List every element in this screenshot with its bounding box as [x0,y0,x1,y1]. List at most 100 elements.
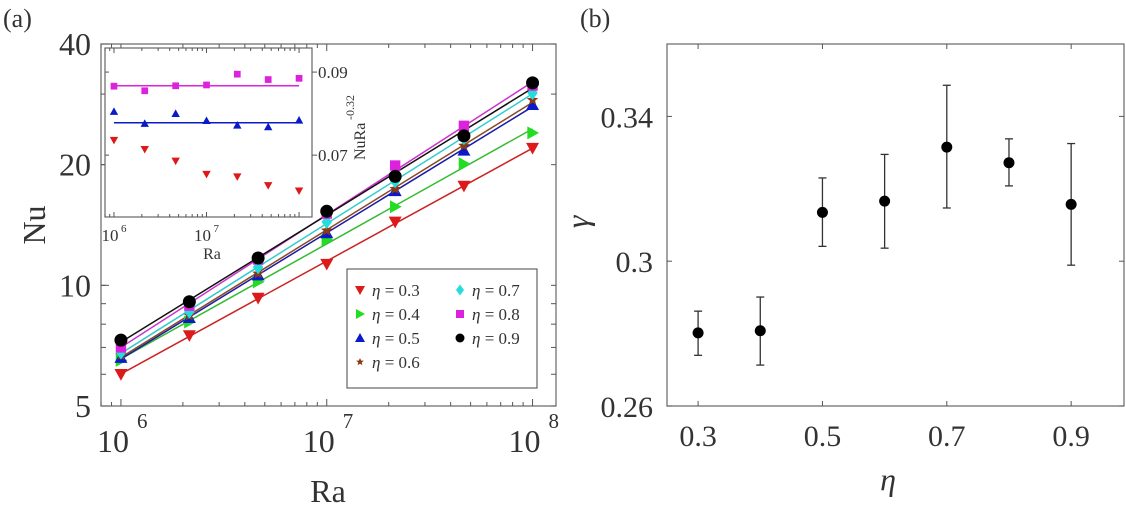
data-point-eta-0.6 [321,224,333,236]
inset-data-point [202,116,211,125]
x-tick-label: 0.9 [1052,420,1090,453]
inset-x-tick-label: 10 [194,226,211,245]
data-point-eta-0.4 [458,157,471,171]
y-tick-label: 0.34 [601,101,654,134]
panel-a-label: (a) [3,4,32,33]
inset-plot-area [109,70,304,196]
x-tick-label: 0.3 [679,420,717,453]
data-point [879,195,891,207]
data-point [1065,198,1077,210]
inset-data-point [202,170,211,179]
inset-data-point [140,119,149,127]
y-tick-label: 0.3 [616,246,654,279]
panel-b-x-axis-label: η [880,461,896,497]
panel-b-y-axis-label: γ [559,214,595,228]
inset-data-point [233,173,242,181]
y-tick-label: 0.26 [601,391,654,424]
data-point-eta-0.9 [251,251,265,265]
data-point-eta-0.4 [527,126,540,140]
inset-data-point [110,82,118,90]
data-point-eta-0.9 [182,295,196,309]
inset-axes-box [104,47,313,218]
legend-marker-eta-0.3 [355,286,365,295]
inset-data-point [294,187,304,196]
data-point-eta-0.3 [388,216,402,229]
data-point-eta-0.3 [182,330,196,342]
inset-data-point [203,81,210,89]
data-point-eta-0.4 [389,200,402,214]
inset-data-point [140,145,149,154]
inset-y-axis-label-base: NuRa [352,123,369,160]
data-point [754,325,766,337]
data-point-eta-0.9 [457,129,471,143]
inset-x-tick-label-exponent: 6 [121,223,127,235]
data-point-eta-0.3 [251,292,265,305]
x-tick-label: 10 [303,423,335,459]
inset-ticks: 10 6 10 70.070.09 [101,48,348,245]
legend-marker-eta-0.5 [355,333,365,342]
panel-b-plot-area [692,84,1077,366]
inset-data-point [294,116,304,124]
legend-marker-eta-0.6 [356,358,364,366]
legend-label-eta-0.9: η = 0.9 [472,329,520,348]
y-tick-label: 20 [59,147,91,183]
panel-a-y-axis-label: Nu [16,205,52,244]
panel-a-x-axis-label: Ra [310,473,346,509]
data-point-eta-0.3 [457,180,471,193]
panel-b-axes-box [666,43,1125,407]
data-point-eta-0.7 [527,85,538,101]
data-point-eta-0.3 [114,369,128,381]
data-point-eta-0.8 [458,120,470,132]
inset-data-point [172,82,180,90]
panel-a-inset: 10 6 10 70.070.09 Ra NuRa -0.32 [101,47,369,263]
panel-b-ticks: 0.3 0.5 0.7 0.9 0.26 0.3 0.34 [601,44,1124,453]
data-point-eta-0.3 [526,142,540,155]
inset-data-point [233,70,241,78]
data-point [941,141,953,153]
inset-data-point [141,87,149,95]
inset-data-point [233,121,242,129]
panel-a-plot-area [114,76,540,381]
data-point-eta-0.8 [115,342,127,353]
inset-y-tick-label: 0.09 [318,63,348,82]
legend-label-eta-0.5: η = 0.5 [372,329,420,348]
legend-marker-eta-0.7 [456,284,464,296]
data-point [692,327,704,339]
inset-y-axis-label: NuRa -0.32 [343,95,369,160]
data-point-eta-0.9 [114,333,128,347]
inset-y-tick-label: 0.07 [318,146,348,165]
inset-x-axis-label: Ra [203,246,221,263]
data-point-eta-0.9 [388,169,402,183]
legend-label-eta-0.6: η = 0.6 [372,353,420,372]
data-point [1003,157,1015,169]
x-tick-label: 0.5 [804,420,842,453]
legend-marker-eta-0.8 [456,310,464,318]
inset-data-point [109,107,119,115]
x-tick-label-exponent: 7 [343,409,354,433]
legend-label-eta-0.7: η = 0.7 [472,281,520,300]
data-point-eta-0.3 [320,258,334,271]
data-point-eta-0.5 [526,98,540,111]
inset-x-tick-label: 10 [101,226,118,245]
inset-data-point [171,157,180,166]
legend-marker-eta-0.4 [356,309,365,319]
inset-data-point [264,76,272,83]
data-point-eta-0.8 [389,160,401,171]
x-tick-label-exponent: 8 [549,409,560,433]
y-tick-label: 10 [59,267,91,303]
legend-marker-eta-0.9 [455,333,465,343]
x-tick-label: 10 [509,423,541,459]
x-tick-label-exponent: 6 [137,409,148,433]
panel-a-axes-box [100,43,557,407]
inset-data-point [263,122,273,131]
inset-data-point [263,182,273,190]
inset-x-tick-label-exponent: 7 [214,223,220,235]
panel-b-chart: 0.3 0.5 0.7 0.9 0.26 0.3 0.34 η γ [559,43,1125,497]
data-point-eta-0.9 [320,204,334,218]
panel-a-legend: η = 0.3 η = 0.4 η = 0.5 η = 0.6 η = 0.7 η = 0… [346,268,538,389]
data-point-eta-0.9 [526,76,540,90]
y-tick-label: 40 [59,26,91,62]
